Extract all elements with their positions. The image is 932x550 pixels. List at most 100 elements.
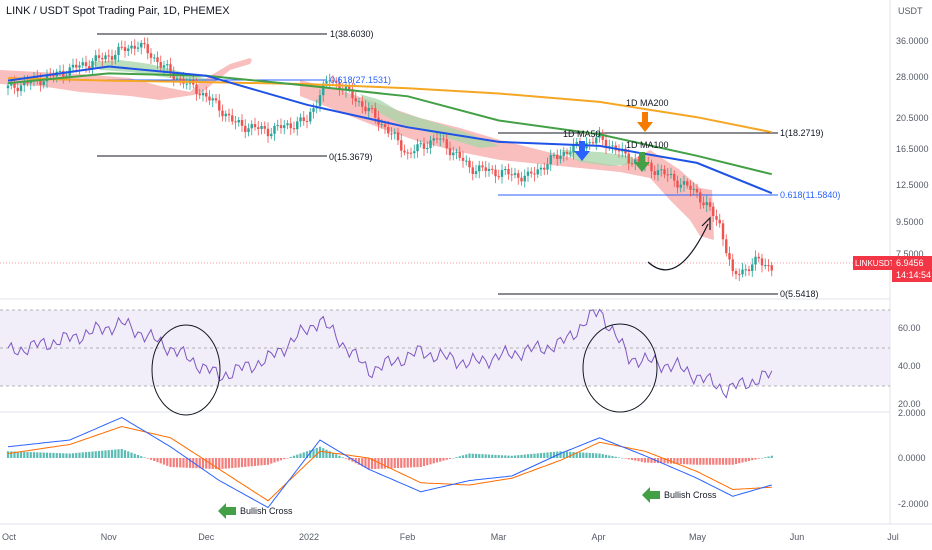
candle-body bbox=[523, 175, 526, 182]
candle-body bbox=[309, 111, 312, 122]
macd-hist-bar bbox=[575, 452, 578, 458]
ma50-label: 1D MA50 bbox=[563, 129, 601, 139]
candle-body bbox=[166, 64, 169, 66]
candle-body bbox=[627, 153, 630, 164]
macd-hist-bar bbox=[416, 458, 419, 468]
candle-body bbox=[569, 152, 572, 154]
fib-label-0-top: 0(15.3679) bbox=[329, 152, 373, 162]
time-tick: 2022 bbox=[299, 532, 319, 542]
macd-hist-bar bbox=[94, 451, 97, 458]
countdown-text: 14:14:54 bbox=[896, 270, 931, 280]
candle-body bbox=[634, 159, 637, 164]
macd-hist-bar bbox=[156, 458, 159, 463]
cloud-green-segment bbox=[360, 94, 500, 148]
candle-body bbox=[244, 125, 247, 133]
candle-body bbox=[279, 125, 283, 128]
candle-body bbox=[175, 78, 179, 80]
candle-body bbox=[81, 62, 84, 66]
candle-body bbox=[699, 192, 702, 203]
macd-hist-bar bbox=[738, 458, 741, 464]
macd-hist-bar bbox=[614, 456, 617, 458]
candle-body bbox=[380, 124, 383, 126]
currency-label: USDT bbox=[898, 6, 923, 16]
time-tick: Oct bbox=[2, 532, 17, 542]
time-tick: Dec bbox=[198, 532, 215, 542]
candle-body bbox=[494, 169, 497, 177]
macd-hist-bar bbox=[465, 454, 468, 458]
macd-hist-bar bbox=[240, 458, 244, 468]
fib-label-618-top: 0.618(27.1531) bbox=[330, 75, 391, 85]
candle-body bbox=[663, 169, 666, 175]
candle-body bbox=[42, 81, 45, 86]
macd-hist-bar bbox=[439, 458, 442, 462]
macd-hist-bar bbox=[10, 451, 13, 458]
macd-hist-bar bbox=[305, 451, 309, 458]
macd-hist-bar bbox=[380, 458, 383, 469]
candle-body bbox=[159, 62, 162, 68]
candle-body bbox=[731, 259, 734, 272]
candle-body bbox=[10, 82, 13, 86]
macd-hist-bar bbox=[647, 458, 650, 463]
candle-body bbox=[75, 64, 78, 68]
candle-body bbox=[504, 168, 507, 171]
candle-body bbox=[390, 133, 393, 135]
macd-hist-bar bbox=[686, 458, 689, 465]
macd-hist-bar bbox=[432, 458, 435, 464]
candle-body bbox=[253, 124, 257, 128]
time-tick: May bbox=[689, 532, 707, 542]
macd-hist-bar bbox=[400, 458, 403, 468]
macd-hist-bar bbox=[543, 452, 546, 458]
candle-body bbox=[325, 81, 328, 84]
macd-hist-bar bbox=[708, 458, 712, 465]
ma200-label: 1D MA200 bbox=[626, 98, 669, 108]
macd-hist-bar bbox=[588, 452, 591, 458]
candle-body bbox=[305, 120, 309, 122]
candle-body bbox=[153, 57, 156, 59]
candle-body bbox=[133, 45, 136, 49]
macd-hist-bar bbox=[78, 452, 81, 458]
candle-body bbox=[205, 92, 208, 97]
candle-body bbox=[403, 150, 406, 153]
candle-body bbox=[637, 159, 640, 162]
macd-hist-bar bbox=[32, 452, 36, 458]
macd-histogram bbox=[6, 446, 773, 470]
candle-body bbox=[52, 75, 55, 77]
candle-body bbox=[58, 70, 62, 72]
candle-body bbox=[19, 85, 23, 92]
candle-body bbox=[94, 55, 97, 62]
macd-hist-bar bbox=[630, 458, 634, 460]
macd-hist-bar bbox=[461, 455, 465, 458]
macd-hist-bar bbox=[751, 458, 754, 461]
macd-hist-bar bbox=[341, 457, 344, 458]
candle-body bbox=[669, 174, 673, 176]
symbol-badge bbox=[853, 256, 892, 270]
candle-body bbox=[348, 86, 351, 90]
macd-hist-bar bbox=[689, 458, 692, 465]
macd-hist-bar bbox=[84, 452, 88, 458]
macd-hist-bar bbox=[721, 458, 725, 465]
candle-body bbox=[468, 160, 471, 168]
macd-hist-bar bbox=[65, 453, 68, 458]
macd-hist-bar bbox=[344, 458, 348, 459]
candle-body bbox=[286, 123, 289, 126]
macd-hist-bar bbox=[591, 453, 595, 458]
macd-hist-bar bbox=[481, 454, 484, 458]
macd-hist-bar bbox=[211, 458, 214, 469]
macd-hist-bar bbox=[767, 456, 770, 458]
macd-hist-bar bbox=[741, 458, 744, 463]
rsi-line bbox=[7, 308, 773, 399]
candle-body bbox=[117, 46, 120, 55]
macd-hist-bar bbox=[354, 458, 357, 464]
macd-hist-bar bbox=[26, 451, 29, 458]
macd-hist-bar bbox=[71, 453, 75, 458]
candle-body bbox=[426, 147, 429, 149]
price-tick: 16.5000 bbox=[896, 144, 929, 154]
candle-body bbox=[487, 168, 491, 171]
candle-body bbox=[695, 188, 699, 193]
macd-hist-bar bbox=[221, 458, 224, 469]
macd-hist-bar bbox=[68, 453, 71, 458]
macd-hist-bar bbox=[361, 458, 364, 467]
macd-hist-bar bbox=[585, 452, 588, 458]
macd-hist-bar bbox=[140, 456, 143, 458]
candle-body bbox=[718, 219, 721, 224]
